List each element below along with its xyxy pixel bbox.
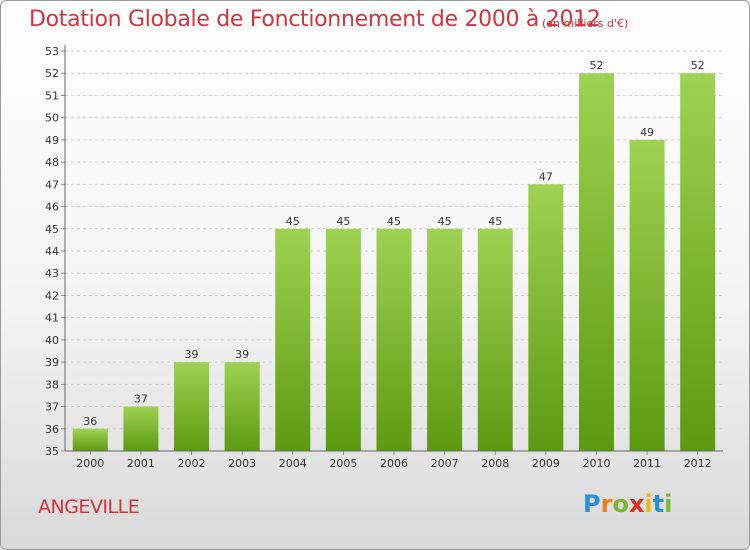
y-tick-label: 39 [45,356,59,369]
bar-value-label: 37 [134,393,148,406]
bar-value-label: 36 [83,415,97,428]
logo-letter: t [652,490,665,518]
logo-letter: P [583,490,601,518]
y-tick-label: 37 [45,401,59,414]
y-tick-label: 45 [45,223,59,236]
y-tick-label: 42 [45,289,59,302]
bar [376,228,412,451]
bar [427,228,463,451]
bar [123,406,159,451]
bar-value-label: 45 [286,215,300,228]
bar-value-label: 52 [589,59,603,72]
y-tick-label: 52 [45,67,59,80]
x-tick-label: 2011 [633,457,661,470]
y-tick-label: 48 [45,156,59,169]
bar-value-label: 45 [488,215,502,228]
proxiti-logo: Proxiti [583,490,672,518]
x-tick-label: 2002 [178,457,206,470]
chart-title: Dotation Globale de Fonctionnement de 20… [29,7,601,32]
chart-unit-label: (en milliers d'€) [542,17,629,30]
y-tick-label: 40 [45,334,59,347]
bar [629,139,665,451]
bar [275,228,311,451]
bar-value-label: 39 [185,348,199,361]
y-tick-label: 41 [45,312,59,325]
bar-value-label: 45 [336,215,350,228]
logo-letter: i [664,490,673,518]
x-tick-label: 2008 [481,457,509,470]
logo-letter: o [612,490,629,518]
bar [72,428,108,451]
y-tick-label: 53 [45,45,59,58]
y-tick-label: 44 [45,245,59,258]
x-tick-label: 2010 [582,457,610,470]
y-tick-label: 47 [45,178,59,191]
y-tick-label: 36 [45,423,59,436]
logo-letter: i [644,490,653,518]
x-tick-label: 2004 [279,457,307,470]
bar-value-label: 39 [235,348,249,361]
bar [680,73,716,451]
y-tick-label: 49 [45,134,59,147]
bar-value-label: 45 [387,215,401,228]
bar-value-label: 45 [438,215,452,228]
bar [325,228,361,451]
y-tick-label: 51 [45,89,59,102]
commune-name: ANGEVILLE [38,496,140,518]
x-tick-label: 2009 [532,457,560,470]
logo-letter: r [600,490,613,518]
x-tick-label: 2001 [127,457,155,470]
logo-letter: x [628,490,645,518]
bar [477,228,513,451]
y-tick-label: 50 [45,112,59,125]
x-tick-label: 2005 [329,457,357,470]
axes: 35 36 37 38 39 40 41 42 43 44 45 46 47 48 49 50 51 52 53 20… [45,45,723,470]
bar-value-label: 52 [691,59,705,72]
bar-value-label: 49 [640,126,654,139]
x-tick-label: 2007 [431,457,459,470]
bars: 36 37 39 39 45 45 45 45 45 47 52 49 52 [72,59,716,452]
y-tick-label: 38 [45,378,59,391]
y-tick-label: 43 [45,267,59,280]
bar [224,362,260,451]
y-tick-label: 46 [45,201,59,214]
bar [528,184,564,452]
x-tick-label: 2006 [380,457,408,470]
x-tick-label: 2012 [684,457,712,470]
x-tick-label: 2003 [228,457,256,470]
y-tick-label: 35 [45,445,59,458]
bar [174,362,210,451]
bar [578,73,614,451]
x-tick-label: 2000 [76,457,104,470]
bar-value-label: 47 [539,170,553,183]
